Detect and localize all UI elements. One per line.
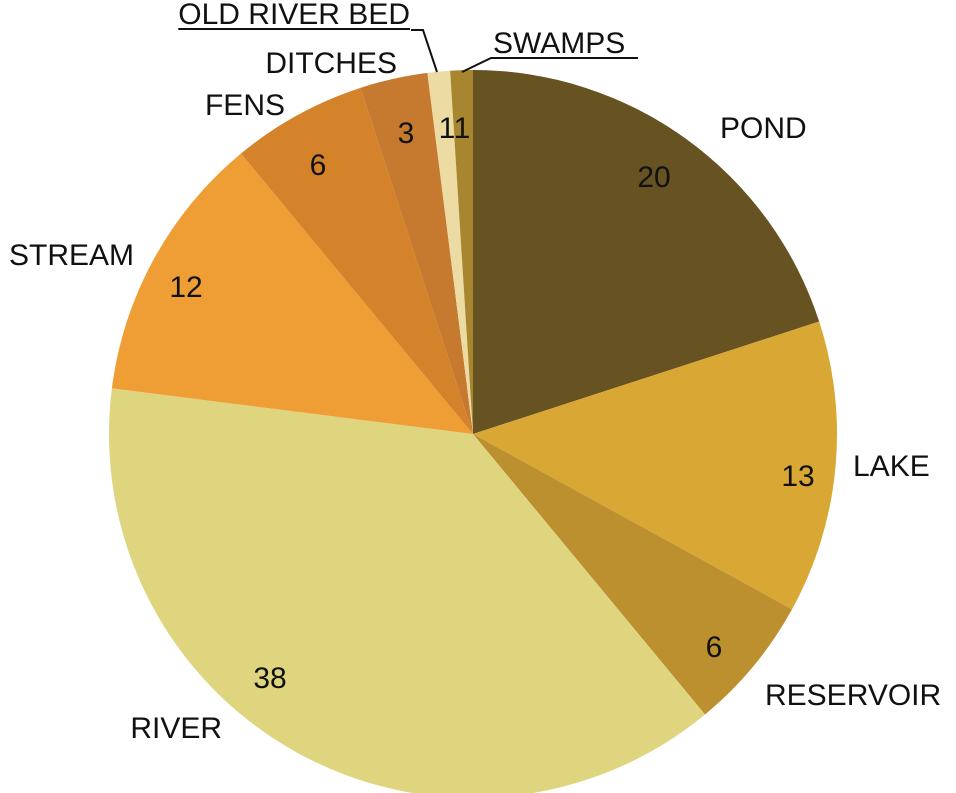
value-label-pond: 20 <box>637 161 670 194</box>
pie-slice-swamps <box>450 70 473 434</box>
leader-lines <box>178 28 638 73</box>
value-label-fens: 6 <box>310 149 327 182</box>
value-label-ditches: 3 <box>398 117 415 150</box>
category-label-river: RIVER <box>130 712 222 745</box>
category-label-ditches: DITCHES <box>265 47 397 80</box>
category-label-old-river-bed: OLD RIVER BED <box>178 0 410 31</box>
value-label-swamps: 1 <box>454 112 471 145</box>
value-label-reservoir: 6 <box>706 631 723 664</box>
category-label-stream: STREAM <box>9 239 134 272</box>
pie-slice-stream <box>111 153 474 434</box>
value-label-stream: 12 <box>169 271 202 304</box>
pie-slice-pond <box>473 70 820 434</box>
category-label-pond: POND <box>720 112 807 145</box>
pie-slice-old-river-bed <box>427 70 473 434</box>
category-label-reservoir: RESERVOIR <box>765 679 941 712</box>
leader-line-swamps <box>461 57 638 73</box>
pie-slice-river <box>109 388 706 793</box>
pie-slice-fens <box>240 87 473 434</box>
category-label-fens: FENS <box>205 89 285 122</box>
pie-slice-lake <box>473 321 837 610</box>
leader-line-old-river-bed <box>411 29 438 73</box>
pie-slice-ditches <box>360 72 473 435</box>
pie-slices <box>109 70 837 793</box>
pie-slice-reservoir <box>473 434 792 715</box>
value-label-old-river-bed: 1 <box>439 112 456 145</box>
category-label-lake: LAKE <box>853 450 930 483</box>
value-label-river: 38 <box>253 662 286 695</box>
category-label-swamps: SWAMPS <box>493 27 625 60</box>
value-label-lake: 13 <box>781 460 814 493</box>
